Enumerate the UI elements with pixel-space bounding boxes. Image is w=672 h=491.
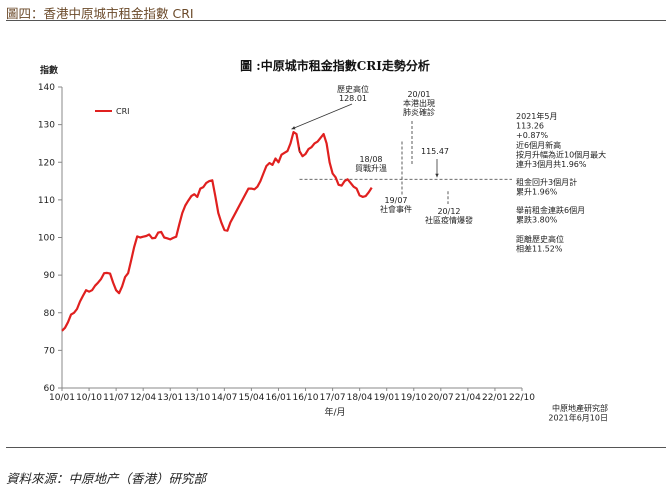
side-note-line: 2021年5月 <box>516 111 557 121</box>
side-note-line: 累升1.96% <box>516 188 558 197</box>
y-tick-label: 120 <box>38 158 55 168</box>
annotation-peak-arrow <box>291 103 353 130</box>
x-tick-label: 14/07 <box>211 393 237 403</box>
x-tick-label: 13/10 <box>184 393 210 403</box>
annotation-pandemic: 20/01 <box>407 90 430 99</box>
annotation-level: 115.47 <box>421 147 449 156</box>
x-tick-label: 17/07 <box>320 393 346 403</box>
credit-line: 中原地產研究部 <box>552 403 608 413</box>
x-axis-label: 年/月 <box>324 406 345 418</box>
y-tick-label: 70 <box>44 346 56 356</box>
side-note-line: +0.87% <box>516 131 549 140</box>
annotation-trade-war: 18/08 <box>359 155 382 164</box>
annotation-pandemic: 本港出現 <box>403 98 435 108</box>
annotation-level-arrow-head <box>435 173 439 178</box>
y-tick-label: 140 <box>38 83 55 93</box>
side-note-line: 近6個月新高 <box>516 140 561 150</box>
x-tick-label: 20/07 <box>428 393 454 403</box>
annotation-trade-war: 貿戰升溫 <box>355 163 387 173</box>
side-note-line: 連升3個月共1.96% <box>516 159 587 169</box>
bottom-rule <box>6 447 666 448</box>
x-tick-label: 16/01 <box>266 393 292 403</box>
x-tick-label: 21/04 <box>455 393 481 403</box>
side-note-line: 累跌3.80% <box>516 215 558 225</box>
y-tick-label: 110 <box>38 196 55 206</box>
figure-caption: 圖四：香港中原城市租金指數 CRI <box>6 6 194 21</box>
annotation-peak: 歷史高位 <box>337 84 369 94</box>
annotation-social-unrest: 社會事件 <box>380 204 412 214</box>
x-tick-label: 15/04 <box>238 393 264 403</box>
annotation-peak-arrow-head <box>291 126 296 130</box>
y-tick-label: 90 <box>44 271 56 281</box>
x-tick-label: 16/10 <box>293 393 319 403</box>
x-tick-label: 18/04 <box>347 393 373 403</box>
annotation-outbreak: 社區疫情爆發 <box>425 215 473 225</box>
cri-series-line <box>61 131 373 332</box>
x-tick-label: 10/10 <box>76 393 102 403</box>
y-tick-label: 130 <box>38 121 55 131</box>
annotation-peak: 128.01 <box>339 94 367 103</box>
y-tick-label: 80 <box>44 309 56 319</box>
chart-title: 圖 :中原城市租金指數CRI走勢分析 <box>240 58 430 73</box>
annotation-social-unrest: 19/07 <box>384 196 407 205</box>
y-tick-label: 100 <box>38 234 55 244</box>
side-note-line: 相差11.52% <box>516 244 563 254</box>
side-note-line: 距離歷史高位 <box>516 234 564 244</box>
x-tick-label: 22/01 <box>482 393 508 403</box>
side-note-line: 租金回升3個月計 <box>516 177 577 187</box>
side-note-line: 113.26 <box>516 122 544 131</box>
y-tick-label: 60 <box>44 384 56 394</box>
x-tick-label: 11/07 <box>103 393 129 403</box>
x-tick-label: 19/10 <box>401 393 427 403</box>
source-note: 資料來源：中原地产（香港）研究部 <box>6 471 207 486</box>
x-tick-label: 10/01 <box>49 393 75 403</box>
x-tick-label: 12/04 <box>130 393 156 403</box>
annotation-outbreak: 20/12 <box>437 207 460 216</box>
annotation-pandemic: 肺炎確診 <box>403 107 435 117</box>
legend-label: CRI <box>116 107 130 116</box>
top-rule <box>6 20 666 21</box>
credit-line: 2021年6月10日 <box>548 413 608 423</box>
x-tick-label: 13/01 <box>157 393 183 403</box>
x-tick-label: 19/01 <box>374 393 400 403</box>
x-tick-label: 22/10 <box>509 393 535 403</box>
side-note-line: 按月升幅為近10個月最大 <box>516 149 606 159</box>
y-axis-label: 指數 <box>40 64 59 76</box>
side-note-line: 舉前租金連跌6個月 <box>516 205 585 215</box>
